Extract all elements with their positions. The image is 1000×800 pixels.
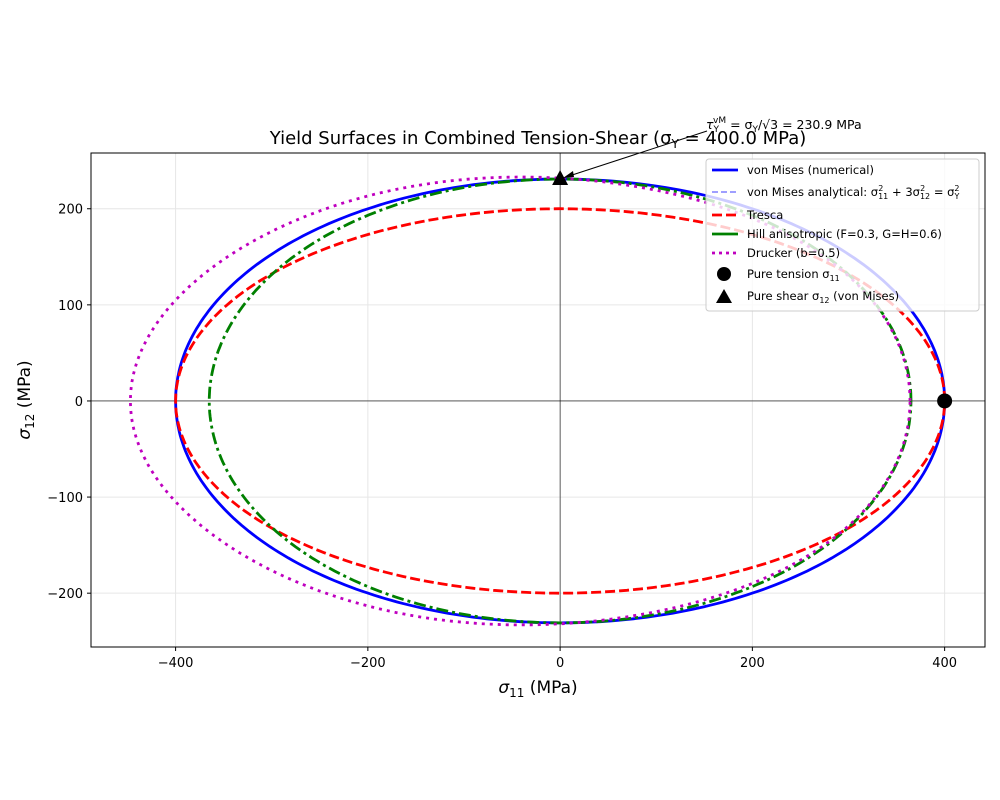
- x-tick-label: 400: [932, 656, 957, 671]
- x-tick-label: 0: [556, 656, 564, 671]
- svg-text:Tresca: Tresca: [746, 208, 783, 222]
- y-tick-label: −200: [47, 587, 83, 602]
- pure-tension-marker: [937, 393, 953, 409]
- svg-text:Pure tension σ11: Pure tension σ11: [747, 267, 840, 283]
- x-axis-label: σ11 (MPa): [498, 678, 577, 700]
- special-point-markers: [552, 170, 953, 409]
- y-tick-label: 0: [75, 395, 83, 410]
- legend-item-tresca: Tresca: [712, 208, 783, 222]
- annotation-arrow: [565, 130, 708, 178]
- y-tick-label: −100: [47, 491, 83, 506]
- svg-text:von Mises analytical: σ112 + 3: von Mises analytical: σ112 + 3σ122 = σY2: [747, 184, 959, 201]
- chart-title: Yield Surfaces in Combined Tension-Shear…: [269, 128, 807, 151]
- legend-item-pure-tension: Pure tension σ11: [717, 267, 840, 283]
- y-axis-ticks: −200 −100 0 100 200: [47, 203, 91, 602]
- x-axis-ticks: −400 −200 0 200 400: [158, 647, 957, 671]
- legend-item-drucker: Drucker (b=0.5): [712, 246, 840, 260]
- annotation-text: τYvM = σY/√3 = 230.9 MPa: [706, 116, 862, 135]
- legend-item-von-mises-analytical: von Mises analytical: σ112 + 3σ122 = σY2: [712, 184, 959, 201]
- y-axis-label: σ12 (MPa): [15, 360, 37, 439]
- y-tick-label: 100: [58, 299, 83, 314]
- x-tick-label: −400: [158, 656, 194, 671]
- legend-item-pure-shear: Pure shear σ12 (von Mises): [716, 289, 899, 305]
- circle-marker-icon: [717, 267, 731, 281]
- pure-shear-marker: [552, 170, 569, 186]
- arrow-head-icon: [563, 171, 574, 178]
- y-tick-label: 200: [58, 203, 83, 218]
- shear-yield-annotation: τYvM = σY/√3 = 230.9 MPa: [563, 116, 862, 178]
- plot-frame: [90, 152, 986, 648]
- zero-axis-lines: [91, 153, 985, 647]
- legend-item-hill: Hill anisotropic (F=0.3, G=H=0.6): [712, 227, 942, 241]
- svg-text:Drucker (b=0.5): Drucker (b=0.5): [747, 246, 840, 260]
- legend-box: [705, 158, 980, 312]
- svg-text:Hill anisotropic (F=0.3, G=H=0: Hill anisotropic (F=0.3, G=H=0.6): [747, 227, 942, 241]
- legend: von Mises (numerical) von Mises analytic…: [705, 158, 980, 312]
- svg-text:Pure shear σ12 (von Mises): Pure shear σ12 (von Mises): [747, 289, 899, 305]
- x-tick-label: −200: [350, 656, 386, 671]
- triangle-marker-icon: [716, 289, 732, 303]
- x-tick-label: 200: [740, 656, 765, 671]
- svg-text:von Mises (numerical): von Mises (numerical): [747, 163, 874, 177]
- legend-item-von-mises-numerical: von Mises (numerical): [712, 163, 874, 177]
